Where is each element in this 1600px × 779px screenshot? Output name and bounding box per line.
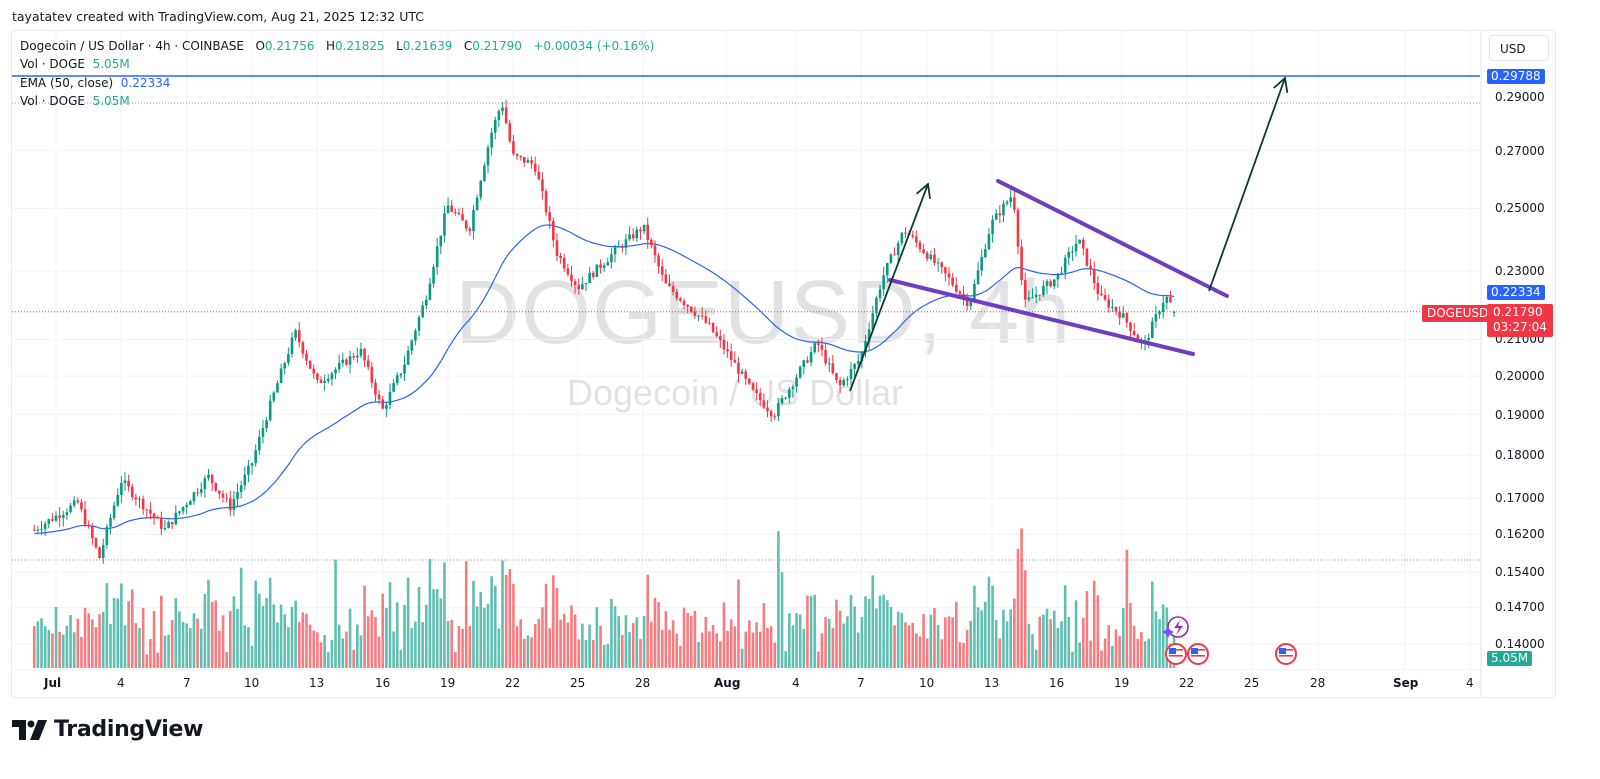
wedge-upper-line (996, 179, 1229, 298)
volume-label-2: Vol · DOGE (20, 94, 85, 108)
ema-value: 0.22334 (120, 76, 171, 90)
ema-price-tag: 0.22334 (1487, 285, 1545, 300)
volume-bars (32, 528, 1176, 668)
wedge-lower-line (888, 278, 1195, 356)
last-price: 0.21790 (1493, 305, 1543, 319)
time-tick-label: 13 (984, 676, 1000, 690)
time-tick-label: 7 (183, 676, 191, 690)
price-tick-label: 0.15400 (1495, 565, 1545, 580)
last-price-tag: 0.21790 03:27:04 (1487, 304, 1553, 337)
open-label: O (255, 39, 265, 53)
grid (12, 31, 1480, 670)
time-tick-label: 7 (857, 676, 865, 690)
chart-frame (11, 30, 1556, 698)
time-tick-label: 4 (117, 676, 125, 690)
price-tick-label: 0.18000 (1495, 448, 1545, 463)
time-tick-label: 28 (635, 676, 651, 690)
time-tick-label: Aug (714, 676, 741, 690)
price-tick-label: 0.19000 (1495, 407, 1545, 422)
volume-value-2: 5.05M (92, 94, 130, 108)
high-label: H (325, 39, 336, 53)
time-tick-label: 28 (1310, 676, 1326, 690)
volume-tag: 5.05M (1487, 651, 1533, 666)
time-tick-label: 10 (919, 676, 935, 690)
time-tick-label: Jul (44, 676, 62, 690)
price-tick-label: 0.23000 (1495, 264, 1545, 279)
time-tick-label: 19 (440, 676, 456, 690)
target-price-tag: 0.29788 (1487, 69, 1545, 84)
time-tick-label: 16 (375, 676, 391, 690)
time-tick-label: 19 (1114, 676, 1130, 690)
time-tick-label: 4 (792, 676, 800, 690)
time-tick-label: Sep (1393, 676, 1419, 690)
prior-breakout-arrow (849, 182, 931, 392)
volume-label: Vol · DOGE (20, 57, 85, 71)
high-value: 0.21825 (335, 39, 385, 53)
low-label: L (396, 39, 403, 53)
price-tick-label: 0.20000 (1495, 369, 1545, 384)
close-value: 0.21790 (472, 39, 522, 53)
volume-legend-2[interactable]: Vol · DOGE 5.05M (20, 94, 130, 109)
change-value: +0.00034 (+0.16%) (533, 39, 655, 53)
ema-line (34, 224, 1175, 535)
time-tick-label: 22 (1179, 676, 1195, 690)
open-value: 0.21756 (264, 39, 315, 53)
close-label: C (463, 39, 473, 53)
symbol-legend[interactable]: Dogecoin / US Dollar · 4h · COINBASE O0.… (20, 39, 654, 54)
us-economic-event-icon[interactable] (1165, 643, 1187, 665)
time-tick-label: 16 (1049, 676, 1065, 690)
price-tick-label: 0.17000 (1495, 491, 1545, 506)
time-tick-label: 22 (505, 676, 521, 690)
price-tick-label: 0.25000 (1495, 201, 1545, 216)
price-tick-label: 0.29000 (1495, 90, 1545, 104)
tradingview-logo-icon (12, 719, 47, 740)
us-economic-event-icon[interactable] (1187, 643, 1209, 665)
time-tick-label: 25 (570, 676, 586, 690)
ema-legend[interactable]: EMA (50, close) 0.22334 (20, 76, 170, 91)
low-value: 0.21639 (402, 39, 453, 53)
tradingview-logo[interactable]: TradingView (12, 717, 203, 742)
ema-label: EMA (50, close) (20, 76, 114, 90)
candles (32, 99, 1176, 564)
lightning-event-icon[interactable] (1162, 616, 1189, 638)
symbol-tag: DOGEUSD (1422, 305, 1494, 322)
time-tick-label: 4 (1466, 676, 1474, 690)
projected-breakout-arrow (1208, 76, 1289, 292)
price-tick-label: 0.27000 (1495, 143, 1545, 158)
price-tick-label: 0.14700 (1495, 600, 1545, 615)
volume-value: 5.05M (92, 57, 130, 71)
currency-button[interactable]: USD (1489, 35, 1549, 61)
bar-countdown: 03:27:04 (1493, 320, 1547, 334)
time-tick-label: 13 (309, 676, 325, 690)
volume-legend[interactable]: Vol · DOGE 5.05M (20, 57, 130, 72)
chart-credit: tayatatev created with TradingView.com, … (12, 9, 425, 24)
time-tick-label: 25 (1244, 676, 1260, 690)
time-tick-label: 10 (244, 676, 260, 690)
us-economic-event-icon[interactable] (1275, 643, 1297, 665)
price-tick-label: 0.14000 (1495, 637, 1545, 651)
symbol-title[interactable]: Dogecoin / US Dollar · 4h · COINBASE (20, 39, 244, 53)
tradingview-logo-text: TradingView (54, 717, 204, 742)
price-tick-label: 0.16200 (1495, 527, 1545, 542)
